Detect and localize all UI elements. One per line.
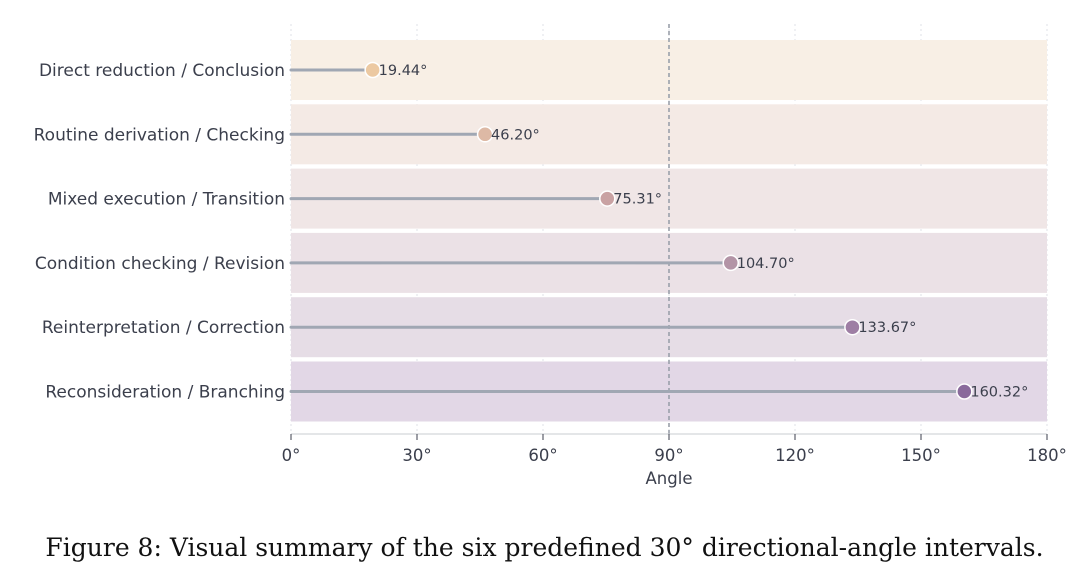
category-label: Condition checking / Revision <box>35 254 285 274</box>
x-tick-label: 150° <box>901 446 941 465</box>
x-tick-label: 90° <box>654 446 683 465</box>
x-tick-label: 0° <box>282 446 301 465</box>
value-label: 46.20° <box>491 127 540 143</box>
lollipop-marker <box>956 383 973 400</box>
x-tick-label: 30° <box>402 446 431 465</box>
figure-caption: Figure 8: Visual summary of the six pred… <box>45 533 1044 562</box>
lollipop-marker <box>599 190 616 207</box>
value-label: 104.70° <box>737 256 795 272</box>
x-tick-label: 60° <box>528 446 557 465</box>
value-label: 160.32° <box>970 385 1028 401</box>
x-tick-label: 120° <box>775 446 815 465</box>
category-label: Mixed execution / Transition <box>48 190 285 210</box>
mark-layer: Direct reduction / Conclusion 19.44° Routi… <box>34 61 1029 403</box>
lollipop-marker <box>364 61 381 79</box>
category-label: Reinterpretation / Correction <box>42 318 285 338</box>
category-label: Reconsideration / Branching <box>45 383 285 403</box>
category-label: Direct reduction / Conclusion <box>39 61 285 81</box>
x-axis: 0° 30° 60° 90° 120° 150° 180° <box>282 433 1067 465</box>
value-label: 19.44° <box>379 63 428 79</box>
chart: Direct reduction / Conclusion 19.44° Routi… <box>34 24 1067 488</box>
x-axis-label: Angle <box>646 469 693 488</box>
lollipop-marker <box>844 318 861 336</box>
category-label: Routine derivation / Checking <box>34 125 285 145</box>
lollipop-marker <box>476 126 494 143</box>
lollipop-marker <box>722 254 739 272</box>
value-label: 75.31° <box>613 192 662 208</box>
value-label: 133.67° <box>858 320 916 336</box>
x-tick-label: 180° <box>1027 446 1067 465</box>
